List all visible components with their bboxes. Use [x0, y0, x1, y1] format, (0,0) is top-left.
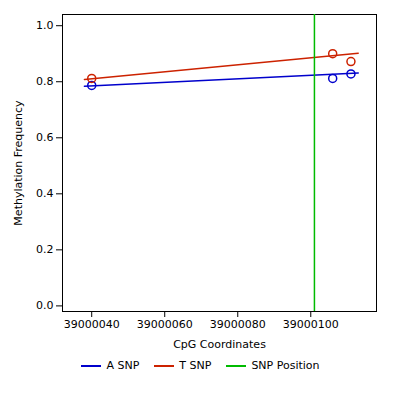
- svg-text:0.0: 0.0: [36, 299, 54, 312]
- svg-text:Methylation Frequency: Methylation Frequency: [12, 100, 25, 226]
- svg-text:39000100: 39000100: [283, 318, 339, 331]
- svg-text:0.8: 0.8: [36, 75, 54, 88]
- svg-text:1.0: 1.0: [36, 19, 54, 32]
- svg-text:0.6: 0.6: [36, 131, 54, 144]
- svg-text:0.2: 0.2: [36, 243, 54, 256]
- html-text:SNP Position: SNP Position: [251, 359, 320, 372]
- svg-text:0.4: 0.4: [36, 187, 54, 200]
- svg-text:CpG Coordinates: CpG Coordinates: [173, 338, 266, 351]
- svg-text:39000080: 39000080: [210, 318, 266, 331]
- html-text:A SNP: A SNP: [106, 359, 140, 372]
- svg-text:39000040: 39000040: [64, 318, 120, 331]
- html-text:T SNP: T SNP: [179, 359, 212, 372]
- svg-text:39000060: 39000060: [137, 318, 193, 331]
